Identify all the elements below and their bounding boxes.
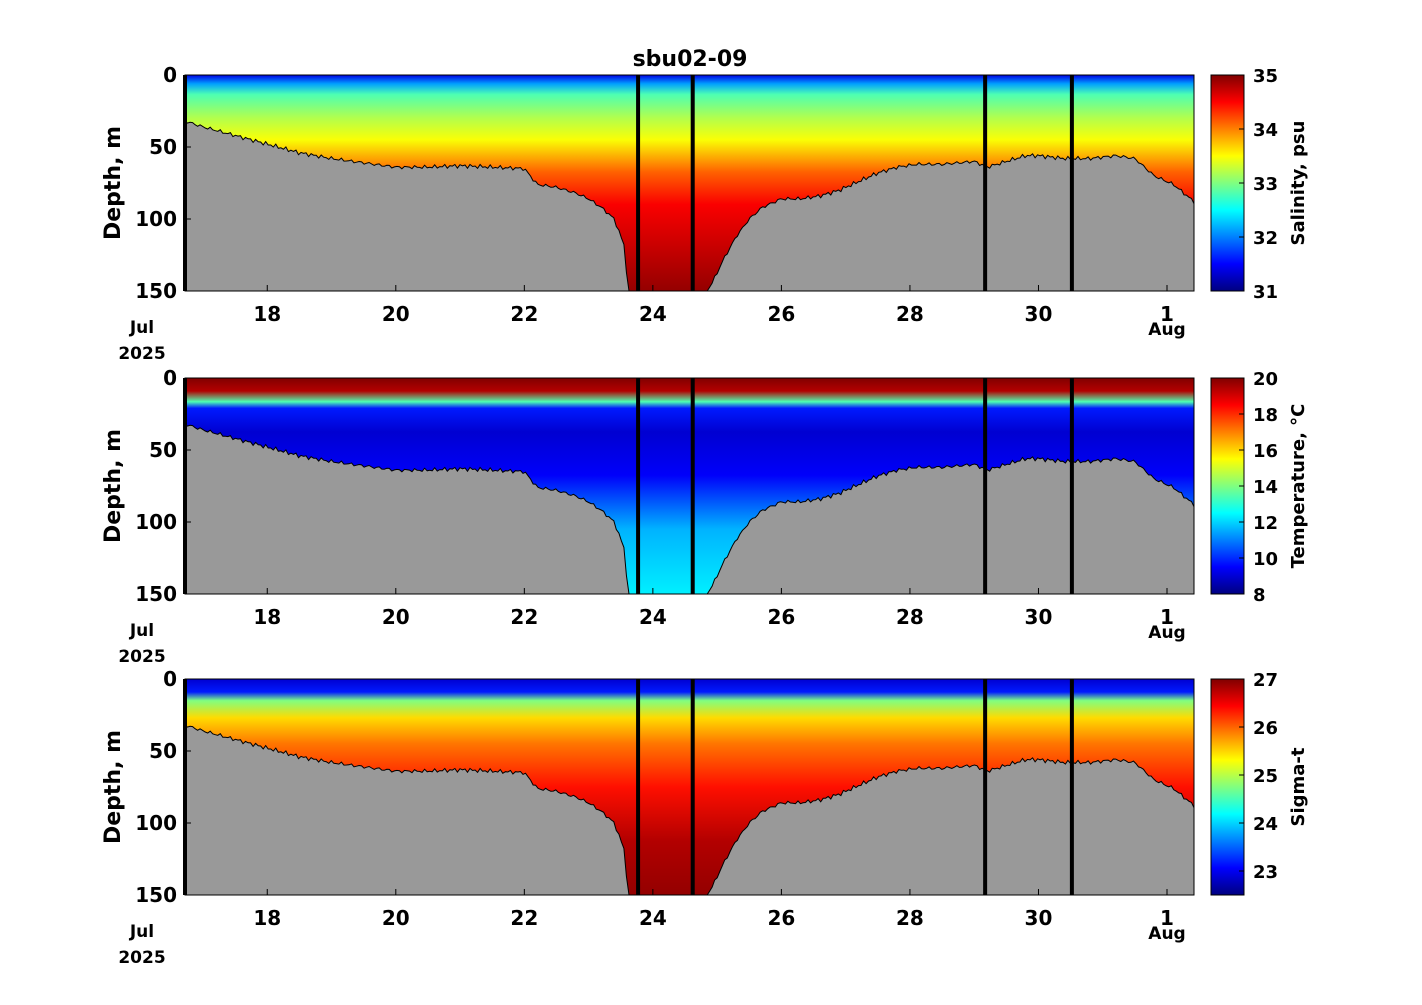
y-tick-label: 50 [149, 438, 177, 462]
x-tick-label: 24 [639, 302, 667, 326]
axes-frame [184, 74, 1195, 292]
colorbar [1210, 678, 1245, 896]
y-tick-label: 150 [135, 883, 177, 907]
colorbar-tick-label: 12 [1253, 513, 1278, 534]
x-tick-label: 22 [510, 605, 538, 629]
colorbar-tick-label: 23 [1253, 862, 1278, 883]
y-tick-label: 150 [135, 279, 177, 303]
x-tick-label: 28 [896, 605, 924, 629]
y-tick-label: 0 [163, 366, 177, 390]
x-tick-label: 22 [510, 302, 538, 326]
colorbar-tick-label: 25 [1253, 766, 1278, 787]
colorbar-tick-label: 26 [1253, 718, 1278, 739]
colorbar-label: Temperature, °C [1288, 404, 1309, 569]
colorbar-tick-label: 20 [1253, 369, 1278, 390]
x-tick-label: 1 [1160, 605, 1174, 629]
colorbar-label: Salinity, psu [1288, 121, 1309, 246]
x-tick-label: 20 [382, 906, 410, 930]
year-label: 2025 [118, 948, 165, 968]
y-axis-label: Depth, m [101, 730, 126, 844]
colorbar-tick-label: 27 [1253, 670, 1278, 691]
colorbar [1210, 377, 1245, 595]
axes-frame [184, 377, 1195, 595]
y-tick-label: 100 [135, 207, 177, 231]
year-label: 2025 [118, 344, 165, 364]
colorbar-label: Sigma-t [1288, 747, 1309, 826]
x-tick-label: 30 [1025, 302, 1053, 326]
colorbar-tick-label: 10 [1253, 549, 1278, 570]
month-label-jul: Jul [129, 922, 154, 942]
colorbar-tick-label: 31 [1253, 282, 1278, 303]
x-tick-label: 20 [382, 605, 410, 629]
x-tick-label: 18 [253, 906, 281, 930]
colorbar-tick-label: 34 [1253, 120, 1278, 141]
colorbar-tick-label: 14 [1253, 477, 1278, 498]
panel-1: 0 50 100 150 Depth, m 18 20 22 24 26 28 30 1 Jul 2025 A… [101, 63, 1309, 364]
colorbar-tick-label: 18 [1253, 405, 1278, 426]
y-tick-label: 150 [135, 582, 177, 606]
colorbar-tick-label: 32 [1253, 228, 1278, 249]
colorbar-tick-label: 35 [1253, 66, 1278, 87]
y-tick-label: 0 [163, 667, 177, 691]
y-axis-label: Depth, m [101, 126, 126, 240]
axes-frame [184, 678, 1195, 896]
month-label-aug: Aug [1148, 623, 1185, 643]
chart-title: sbu02-09 [633, 47, 748, 72]
panel-3: 0 50 100 150 Depth, m 18 20 22 24 26 28 30 1 Jul 2025 A… [101, 667, 1309, 968]
x-tick-label: 1 [1160, 906, 1174, 930]
y-tick-label: 100 [135, 510, 177, 534]
y-tick-label: 0 [163, 63, 177, 87]
x-tick-label: 22 [510, 906, 538, 930]
x-tick-label: 20 [382, 302, 410, 326]
x-tick-label: 28 [896, 302, 924, 326]
x-tick-label: 26 [767, 605, 795, 629]
x-tick-label: 24 [639, 906, 667, 930]
year-label: 2025 [118, 647, 165, 667]
x-tick-label: 28 [896, 906, 924, 930]
x-tick-label: 30 [1025, 906, 1053, 930]
x-tick-label: 18 [253, 302, 281, 326]
month-label-aug: Aug [1148, 320, 1185, 340]
colorbar-tick-label: 8 [1253, 585, 1266, 606]
x-tick-label: 24 [639, 605, 667, 629]
x-tick-label: 1 [1160, 302, 1174, 326]
y-tick-label: 50 [149, 739, 177, 763]
colorbar-tick-label: 16 [1253, 441, 1278, 462]
x-tick-label: 18 [253, 605, 281, 629]
y-axis-label: Depth, m [101, 429, 126, 543]
x-tick-label: 26 [767, 906, 795, 930]
x-tick-label: 30 [1025, 605, 1053, 629]
panel-2: 0 50 100 150 Depth, m 18 20 22 24 26 28 30 1 Jul 2025 A… [101, 366, 1309, 667]
y-tick-label: 100 [135, 811, 177, 835]
colorbar-tick-label: 33 [1253, 174, 1278, 195]
colorbar [1210, 74, 1245, 292]
month-label-jul: Jul [129, 621, 154, 641]
month-label-aug: Aug [1148, 924, 1185, 944]
y-tick-label: 50 [149, 135, 177, 159]
x-tick-label: 26 [767, 302, 795, 326]
month-label-jul: Jul [129, 318, 154, 338]
colorbar-tick-label: 24 [1253, 814, 1278, 835]
